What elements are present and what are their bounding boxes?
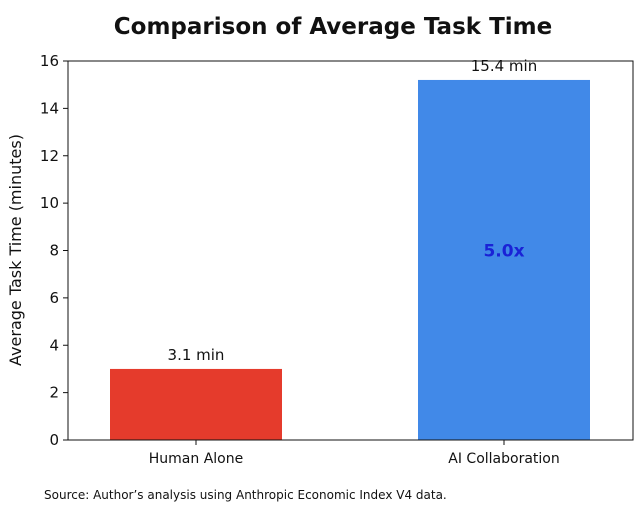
data-label-1: 15.4 min bbox=[471, 57, 537, 75]
y-tick-label-8: 16 bbox=[40, 52, 59, 70]
y-tick-label-3: 6 bbox=[49, 289, 59, 307]
y-tick-label-6: 12 bbox=[40, 147, 59, 165]
y-tick-label-2: 4 bbox=[49, 336, 59, 354]
ratio-annotation: 5.0x bbox=[483, 242, 524, 262]
category-label-1: AI Collaboration bbox=[448, 451, 559, 467]
y-axis-label: Average Task Time (minutes) bbox=[6, 134, 25, 366]
bar-1 bbox=[418, 79, 590, 440]
chart-title: Comparison of Average Task Time bbox=[114, 14, 552, 40]
plot-frame bbox=[67, 60, 634, 441]
data-label-0: 3.1 min bbox=[168, 346, 225, 364]
y-tick-label-0: 0 bbox=[49, 431, 59, 449]
bar-0 bbox=[110, 368, 282, 440]
y-tick-label-5: 10 bbox=[40, 194, 59, 212]
category-label-0: Human Alone bbox=[149, 451, 243, 467]
y-tick-label-4: 8 bbox=[49, 242, 59, 260]
y-tick-label-1: 2 bbox=[49, 384, 59, 402]
y-tick-label-7: 14 bbox=[40, 99, 59, 117]
plot-area: Human Alone 3.1 min AI Collaboration 15.4 m… bbox=[40, 52, 634, 467]
source-note: Source: Author’s analysis using Anthropi… bbox=[44, 488, 447, 502]
